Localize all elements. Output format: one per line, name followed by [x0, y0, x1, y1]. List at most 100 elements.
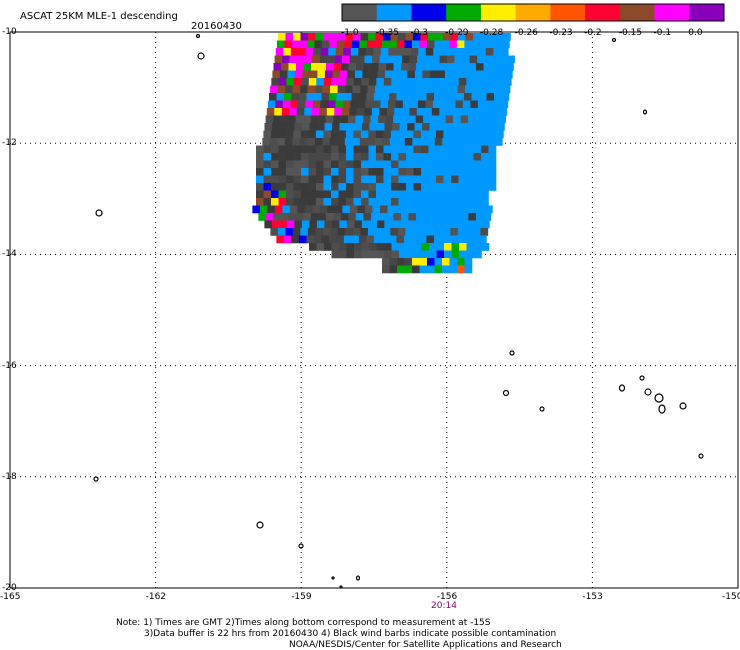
swath-cell: [383, 33, 391, 41]
island-outline: [698, 453, 704, 459]
swath-cell: [428, 78, 437, 86]
swath-cell: [399, 220, 408, 229]
swath-cell: [495, 130, 504, 139]
swath-cell: [387, 205, 396, 214]
swath-cell: [451, 220, 460, 229]
swath-cell: [354, 250, 362, 259]
swath-cell: [351, 235, 360, 244]
swath-cell: [451, 243, 460, 251]
swath-cell: [451, 190, 459, 199]
swath-cell: [333, 115, 341, 124]
swath-cell: [357, 100, 366, 109]
swath-cell: [302, 123, 310, 131]
swath-cell: [314, 138, 323, 146]
swath-cell: [256, 175, 264, 184]
swath-cell: [466, 175, 474, 184]
swath-cell: [256, 198, 264, 206]
swath-cell: [340, 213, 349, 221]
swath-cell: [293, 168, 302, 176]
swath-cell: [403, 48, 412, 56]
swath-cell: [353, 160, 362, 169]
swath-cell: [400, 213, 409, 221]
swath-cell: [478, 48, 487, 56]
swath-cell: [271, 190, 279, 199]
island-outline: [298, 543, 304, 549]
swath-cell: [388, 48, 397, 56]
swath-cell: [504, 70, 513, 79]
swath-cell: [323, 33, 331, 41]
swath-cell: [474, 220, 483, 229]
swath-cell: [339, 70, 348, 79]
swath-cell: [461, 63, 469, 71]
swath-cell: [338, 168, 347, 176]
swath-cell: [329, 138, 338, 146]
swath-cell: [356, 108, 365, 116]
swath-cell: [418, 235, 427, 244]
swath-cell: [308, 190, 317, 199]
swath-cell: [314, 93, 322, 101]
swath-cell: [338, 190, 347, 199]
swath-cell: [468, 213, 477, 221]
swath-cell: [326, 63, 334, 71]
swath-cell: [273, 115, 281, 124]
swath-cell: [413, 130, 422, 139]
swath-cell: [286, 175, 294, 184]
swath-cell: [383, 160, 392, 169]
swath-cell: [323, 160, 332, 169]
swath-cell: [297, 100, 306, 109]
swath-cell: [274, 55, 283, 64]
swath-cell: [396, 40, 405, 49]
lat-tick-label: -18: [2, 471, 17, 482]
swath-cell: [398, 168, 407, 176]
swath-cell: [283, 235, 292, 244]
swath-cell: [405, 130, 414, 139]
swath-cell: [339, 243, 347, 251]
swath-cell: [278, 168, 287, 176]
swath-cell: [498, 63, 507, 71]
swath-cell: [398, 78, 407, 86]
swath-cell: [436, 145, 444, 154]
swath-cell: [421, 220, 430, 229]
swath-cell: [325, 115, 334, 124]
swath-cell: [323, 198, 332, 206]
swath-cell: [421, 183, 429, 191]
swath-cell: [357, 205, 366, 214]
swath-cell: [497, 70, 506, 79]
swath-cell: [361, 78, 370, 86]
swath-cell: [426, 235, 435, 244]
swath-cell: [467, 70, 476, 79]
swath-cell: [436, 243, 445, 251]
swath-cell: [339, 123, 348, 131]
swath-cell: [456, 235, 465, 244]
swath-cell: [398, 153, 407, 161]
swath-cell: [473, 33, 481, 41]
colorbar-swatch: [654, 4, 690, 21]
swath-cell: [431, 108, 440, 116]
swath-cell: [451, 145, 459, 154]
swath-cell: [420, 85, 428, 94]
swath-cell: [346, 220, 355, 229]
colorbar-swatch: [619, 4, 656, 21]
swath-cell: [399, 250, 407, 259]
lat-tick-label: -16: [2, 360, 17, 371]
swath-cell: [323, 145, 332, 154]
swath-cell: [436, 220, 445, 229]
swath-cell: [346, 183, 354, 191]
swath-cell: [473, 160, 482, 169]
swath-cell: [376, 160, 384, 169]
swath-cell: [331, 190, 339, 199]
swath-cell: [452, 70, 461, 79]
swath-cell: [270, 228, 279, 236]
swath-cell: [271, 175, 279, 184]
swath-cell: [311, 63, 319, 71]
island-outlines: [93, 33, 704, 589]
swath-cell: [398, 130, 407, 139]
swath-cell: [361, 198, 369, 206]
swath-cell: [466, 78, 475, 86]
swath-cell: [299, 40, 308, 49]
swath-cell: [481, 183, 489, 191]
swath-cell: [436, 198, 444, 206]
swath-cell: [398, 198, 407, 206]
swath-cell: [293, 175, 302, 184]
colorbar-swatch: [342, 4, 378, 21]
